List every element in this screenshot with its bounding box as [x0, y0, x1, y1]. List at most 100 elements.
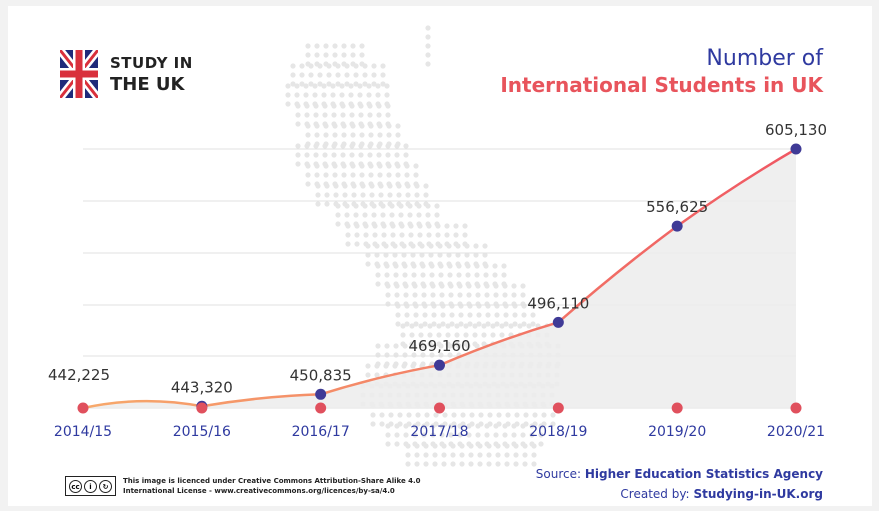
map-dot: [408, 232, 414, 238]
map-dot: [531, 443, 537, 449]
map-dot: [513, 443, 519, 449]
map-dot: [304, 143, 310, 149]
map-dot: [482, 252, 488, 258]
map-dot: [366, 92, 372, 98]
map-dot: [411, 263, 417, 269]
map-dot: [345, 241, 351, 247]
map-dot: [437, 243, 443, 249]
map-dot: [365, 252, 371, 258]
map-dot: [502, 292, 508, 298]
map-dot: [314, 163, 320, 169]
map-dot: [501, 263, 507, 269]
map-dot: [363, 232, 369, 238]
map-dot: [417, 232, 423, 238]
map-dot: [522, 452, 528, 458]
map-dot: [454, 323, 460, 329]
created-link[interactable]: Studying-in-UK.org: [693, 487, 823, 501]
map-dot: [456, 343, 462, 349]
map-dot: [315, 183, 321, 189]
map-dot: [502, 432, 508, 438]
map-dot: [465, 343, 471, 349]
map-dot: [485, 321, 491, 327]
map-dot: [344, 212, 350, 218]
map-dot: [324, 201, 330, 207]
map-dot: [341, 163, 347, 169]
data-label: 450,835: [290, 366, 352, 384]
map-dot: [376, 152, 382, 158]
map-dot: [365, 372, 371, 378]
map-dot: [379, 421, 385, 427]
map-dot: [511, 423, 517, 429]
map-dot: [550, 412, 556, 418]
map-dot: [368, 123, 374, 129]
map-dot: [321, 83, 327, 89]
map-dot: [446, 252, 452, 258]
map-dot: [394, 152, 400, 158]
map-dot: [421, 292, 427, 298]
map-dot: [353, 81, 359, 87]
map-dot: [385, 283, 391, 289]
map-dot: [397, 412, 403, 418]
map-dot: [412, 423, 418, 429]
x-tick-label: 2016/17: [292, 424, 350, 440]
map-dot: [474, 263, 480, 269]
map-dot: [400, 332, 406, 338]
data-point: [552, 316, 564, 328]
map-dot: [368, 163, 374, 169]
map-dot: [362, 212, 368, 218]
map-dot: [493, 292, 499, 298]
map-dot: [475, 292, 481, 298]
map-dot: [342, 183, 348, 189]
title-line1: Number of: [706, 46, 823, 71]
map-dot: [440, 312, 446, 318]
map-dot: [349, 103, 355, 109]
map-dot: [290, 81, 296, 87]
map-dot: [390, 232, 396, 238]
map-dot: [460, 412, 466, 418]
map-dot: [323, 163, 329, 169]
map-dot: [439, 283, 445, 289]
map-dot: [350, 172, 356, 178]
map-dot: [350, 52, 356, 58]
source-link[interactable]: Higher Education Statistics Agency: [584, 467, 823, 481]
map-dot: [481, 323, 487, 329]
map-dot: [430, 423, 436, 429]
map-dot: [335, 72, 341, 78]
map-dot: [317, 72, 323, 78]
map-dot: [463, 332, 469, 338]
map-dot: [477, 443, 483, 449]
map-dot: [403, 152, 409, 158]
map-dot: [529, 432, 535, 438]
map-dot: [358, 103, 364, 109]
map-dot: [305, 123, 311, 129]
map-dot: [362, 63, 368, 69]
map-dot: [384, 263, 390, 269]
map-dot: [303, 92, 309, 98]
map-dot: [348, 83, 354, 89]
map-dot: [427, 332, 433, 338]
x-tick-label: 2019/20: [648, 424, 706, 440]
map-dot: [335, 212, 341, 218]
map-dot: [380, 72, 386, 78]
map-dot: [295, 143, 301, 149]
map-dot: [388, 412, 394, 418]
map-dot: [394, 292, 400, 298]
data-point: [315, 388, 327, 400]
map-dot: [410, 252, 416, 258]
map-dot: [530, 312, 536, 318]
map-dot: [477, 461, 483, 467]
map-dot: [305, 181, 311, 187]
map-dot: [520, 423, 526, 429]
map-dot: [427, 323, 433, 329]
map-dot: [444, 232, 450, 238]
map-dot: [463, 323, 469, 329]
map-dot: [392, 363, 398, 369]
map-dot: [377, 123, 383, 129]
map-dot: [285, 83, 291, 89]
baseline-dot: [671, 402, 683, 414]
map-dot: [529, 423, 535, 429]
map-dot: [377, 172, 383, 178]
map-dot: [484, 432, 490, 438]
map-dot: [383, 243, 389, 249]
map-dot: [494, 321, 500, 327]
